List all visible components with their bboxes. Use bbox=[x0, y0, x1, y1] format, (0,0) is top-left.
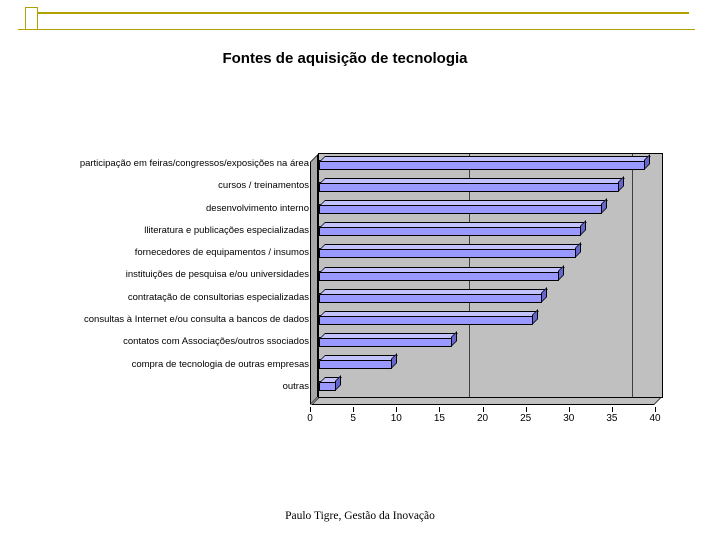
x-tick-label: 35 bbox=[606, 413, 618, 424]
bar bbox=[319, 182, 620, 193]
category-label: instituições de pesquisa e/ou universida… bbox=[125, 269, 309, 281]
x-tick-label: 5 bbox=[350, 413, 356, 424]
x-axis: 0 5 10 15 20 25 30 35 40 bbox=[307, 407, 661, 426]
category-label: contratação de consultorias especializad… bbox=[127, 291, 309, 303]
x-tick-label: 15 bbox=[433, 413, 445, 424]
x-tick-label: 10 bbox=[390, 413, 402, 424]
x-tick-mark bbox=[396, 407, 398, 412]
gridline bbox=[631, 154, 633, 397]
bar bbox=[319, 270, 560, 281]
x-tick-label: 25 bbox=[520, 413, 532, 424]
chart-floor bbox=[311, 397, 662, 405]
x-tick-label: 20 bbox=[476, 413, 489, 424]
x-tick-mark bbox=[353, 407, 355, 412]
left-wall bbox=[310, 154, 318, 405]
x-tick-label: 40 bbox=[649, 413, 661, 424]
bar bbox=[319, 292, 542, 303]
x-tick-label: 0 bbox=[307, 413, 313, 424]
bar bbox=[319, 160, 645, 171]
category-label: consultas à Internet e/ou consulta a ban… bbox=[84, 313, 309, 325]
bar bbox=[319, 204, 602, 215]
category-label: compra de tecnologia de outras empresas bbox=[131, 358, 309, 370]
x-tick-mark bbox=[482, 407, 484, 412]
plot-area bbox=[310, 153, 663, 405]
x-tick-mark bbox=[310, 407, 311, 412]
bar bbox=[319, 226, 581, 237]
slide-title: Fontes de aquisição de tecnologia bbox=[222, 50, 468, 68]
x-tick-mark bbox=[439, 407, 441, 412]
x-tick-label: 30 bbox=[563, 413, 575, 424]
category-label: participação em feiras/congressos/exposi… bbox=[79, 158, 309, 170]
top-left-decoration-box bbox=[25, 7, 38, 30]
x-tick-mark bbox=[611, 407, 613, 412]
category-label: cursos / treinamentos bbox=[218, 180, 309, 192]
bar bbox=[319, 358, 392, 369]
bar bbox=[319, 380, 337, 391]
footer-credit: Paulo Tigre, Gestão da Inovação bbox=[285, 510, 435, 522]
bar bbox=[319, 336, 452, 347]
x-tick-mark bbox=[655, 407, 656, 412]
category-label: lliteratura e publicações especializadas bbox=[144, 224, 309, 236]
bar bbox=[319, 248, 577, 259]
bar bbox=[319, 314, 534, 325]
x-tick-mark bbox=[568, 407, 570, 412]
category-label: fornecedores de equipamentos / insumos bbox=[134, 247, 309, 259]
category-label: outras bbox=[282, 380, 309, 392]
category-label: desenvolvimento interno bbox=[206, 202, 309, 214]
category-labels: participação em feiras/congressos/exposi… bbox=[20, 153, 313, 398]
top-rule-lower bbox=[18, 29, 695, 30]
bar-chart: participação em feiras/congressos/exposi… bbox=[20, 140, 700, 450]
category-label: contatos com Associações/outros ssociado… bbox=[123, 336, 309, 348]
x-tick-mark bbox=[525, 407, 527, 412]
top-rule-upper bbox=[36, 12, 689, 14]
